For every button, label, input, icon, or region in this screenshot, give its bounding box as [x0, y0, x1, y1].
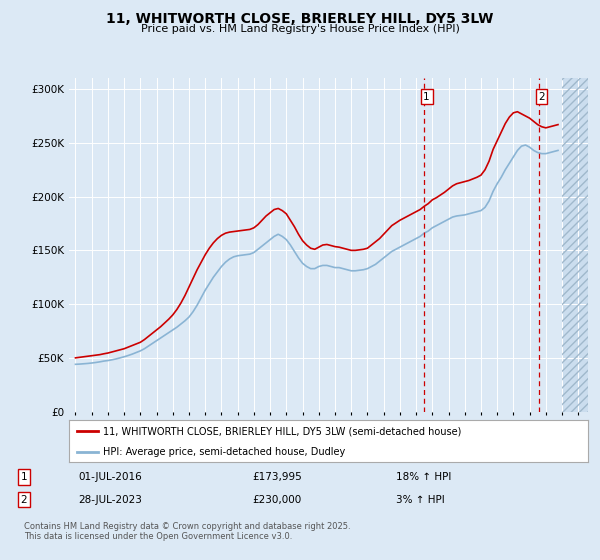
Text: 2: 2	[20, 494, 28, 505]
Text: Price paid vs. HM Land Registry's House Price Index (HPI): Price paid vs. HM Land Registry's House …	[140, 24, 460, 34]
Bar	[562, 68, 600, 412]
Text: 11, WHITWORTH CLOSE, BRIERLEY HILL, DY5 3LW: 11, WHITWORTH CLOSE, BRIERLEY HILL, DY5 …	[106, 12, 494, 26]
Text: 1: 1	[424, 92, 430, 102]
Text: 18% ↑ HPI: 18% ↑ HPI	[396, 472, 451, 482]
Text: Contains HM Land Registry data © Crown copyright and database right 2025.
This d: Contains HM Land Registry data © Crown c…	[24, 522, 350, 542]
Text: 3% ↑ HPI: 3% ↑ HPI	[396, 494, 445, 505]
Text: 2: 2	[538, 92, 545, 102]
Text: £173,995: £173,995	[252, 472, 302, 482]
Text: 28-JUL-2023: 28-JUL-2023	[78, 494, 142, 505]
Text: £230,000: £230,000	[252, 494, 301, 505]
Bar	[562, 68, 600, 412]
Text: 01-JUL-2016: 01-JUL-2016	[78, 472, 142, 482]
Text: HPI: Average price, semi-detached house, Dudley: HPI: Average price, semi-detached house,…	[103, 447, 345, 458]
Text: 1: 1	[20, 472, 28, 482]
Text: 11, WHITWORTH CLOSE, BRIERLEY HILL, DY5 3LW (semi-detached house): 11, WHITWORTH CLOSE, BRIERLEY HILL, DY5 …	[103, 426, 461, 436]
